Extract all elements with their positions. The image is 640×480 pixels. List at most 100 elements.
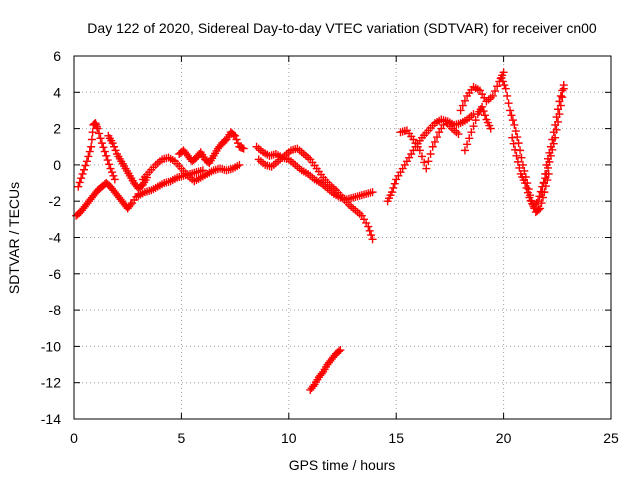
series-sat-track-13 <box>460 102 495 155</box>
data-point-interp <box>99 143 108 152</box>
data-point <box>74 182 83 191</box>
series-sat-track-11 <box>396 117 463 173</box>
data-point <box>428 142 437 151</box>
data-point <box>488 91 497 100</box>
data-point <box>478 102 487 111</box>
data-point-interp <box>513 157 522 166</box>
data-point-interp <box>517 153 526 162</box>
y-tick-label: 2 <box>53 121 61 137</box>
data-point <box>87 142 96 151</box>
data-point <box>546 142 555 151</box>
plot-frame <box>73 55 612 420</box>
data-point-interp <box>367 231 376 240</box>
data-point-interp <box>85 147 94 156</box>
data-point <box>422 164 431 173</box>
x-tick-label: 25 <box>603 430 619 446</box>
data-point <box>551 120 560 129</box>
data-point-interp <box>493 82 502 91</box>
data-point-interp <box>535 192 544 201</box>
data-point <box>460 146 469 155</box>
data-point-interp <box>426 150 435 159</box>
data-point-interp <box>110 142 119 151</box>
x-tick-label: 15 <box>388 430 404 446</box>
data-point-interp <box>77 174 86 183</box>
data-point <box>364 222 373 231</box>
y-tick-label: 4 <box>53 84 61 100</box>
data-point-interp <box>538 193 547 202</box>
data-point <box>467 128 476 137</box>
data-point <box>368 235 377 244</box>
x-tick-label: 0 <box>70 430 78 446</box>
data-point-interp <box>87 135 96 144</box>
data-point-interp <box>523 188 532 197</box>
data-point <box>559 81 568 90</box>
data-point-interp <box>508 116 517 125</box>
data-point <box>454 130 463 139</box>
data-point <box>231 131 240 140</box>
data-points <box>72 68 568 394</box>
series-sat-track-8 <box>254 144 377 244</box>
data-point-interp <box>389 183 398 192</box>
data-point-interp <box>556 91 565 100</box>
data-point-interp <box>365 226 374 235</box>
data-point <box>91 119 100 128</box>
data-point-interp <box>548 135 557 144</box>
y-tick-label: 0 <box>53 157 61 173</box>
data-point-interp <box>229 130 238 139</box>
y-tick-label: -2 <box>49 193 62 209</box>
data-point <box>501 84 510 93</box>
data-point <box>542 160 551 169</box>
data-point <box>499 68 508 77</box>
data-point-interp <box>503 91 512 100</box>
data-point <box>102 151 111 160</box>
data-point-interp <box>549 128 558 137</box>
data-point-interp <box>88 128 97 137</box>
x-tick-label: 20 <box>496 430 512 446</box>
data-point-interp <box>103 156 112 165</box>
data-point <box>536 204 545 213</box>
data-point <box>93 124 102 133</box>
data-point <box>506 106 515 115</box>
data-point-interp <box>498 77 507 86</box>
data-point-interp <box>100 147 109 156</box>
data-point-interp <box>309 382 318 391</box>
data-point <box>235 160 244 169</box>
data-point-interp <box>480 111 489 120</box>
data-point <box>533 197 542 206</box>
data-point <box>387 188 396 197</box>
data-point-interp <box>233 139 242 148</box>
x-tick-label: 10 <box>281 430 297 446</box>
data-point-interp <box>430 137 439 146</box>
data-point-interp <box>479 107 488 116</box>
data-point-interp <box>92 120 101 129</box>
data-point <box>239 144 248 153</box>
y-tick-label: -10 <box>41 338 61 354</box>
chart-title: Day 122 of 2020, Sidereal Day-to-day VTE… <box>87 20 597 36</box>
data-point-interp <box>558 86 567 95</box>
data-point-interp <box>511 127 520 136</box>
y-tick-label: -8 <box>49 302 62 318</box>
data-point-interp <box>471 116 480 125</box>
data-point <box>106 164 115 173</box>
data-point <box>538 188 547 197</box>
data-point-interp <box>552 113 561 122</box>
series-sat-track-12 <box>456 68 508 115</box>
series-sat-track-1 <box>72 179 143 220</box>
data-point <box>368 188 377 197</box>
data-point-interp <box>433 133 442 142</box>
data-point-interp <box>424 157 433 166</box>
data-point-interp <box>522 183 531 192</box>
data-point <box>510 120 519 129</box>
data-point <box>110 175 119 184</box>
data-point-interp <box>105 160 114 169</box>
data-point-interp <box>469 122 478 131</box>
data-point <box>78 169 87 178</box>
axis-ticks: 0 5 10 15 20 25 -14 -12 -10 -8 -6 -4 -2 0 2 4 6 <box>41 48 619 446</box>
data-point-interp <box>390 179 399 188</box>
data-point-interp <box>80 165 89 174</box>
data-point-interp <box>543 154 552 163</box>
data-point-interp <box>81 161 90 170</box>
data-point-interp <box>95 129 104 138</box>
x-axis-label: GPS time / hours <box>289 457 396 473</box>
x-tick-label: 5 <box>178 430 186 446</box>
